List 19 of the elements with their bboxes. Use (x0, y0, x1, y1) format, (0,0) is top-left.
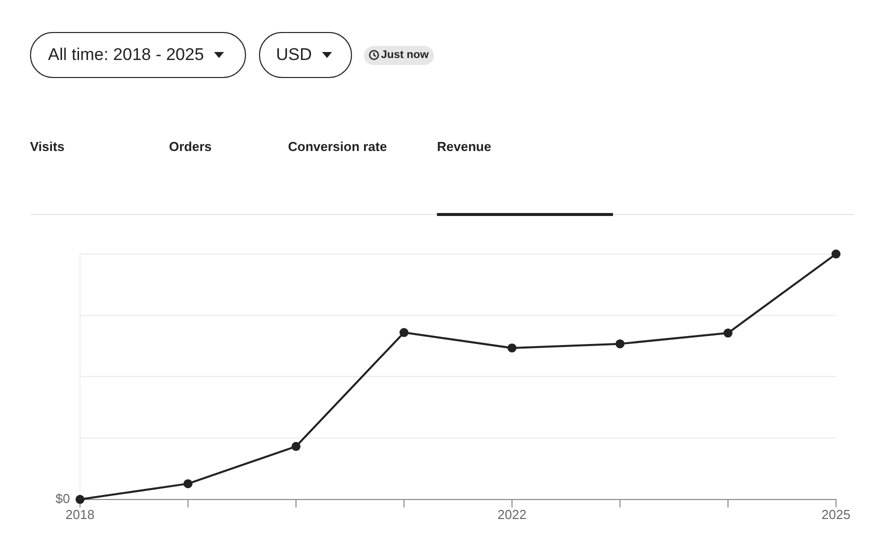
point (292, 442, 300, 451)
text: Just now (381, 48, 429, 63)
point (508, 343, 516, 352)
point (184, 479, 192, 488)
point (400, 328, 408, 338)
metric-tab[interactable]: Visits (30, 139, 64, 154)
metric-tab[interactable]: Orders (169, 139, 212, 154)
metric-tab[interactable]: Conversion rate (288, 139, 387, 154)
point (616, 339, 624, 348)
text: $0 (56, 490, 70, 506)
currency-dropdown[interactable]: USD (259, 32, 352, 78)
x-tick-label: 2025 (822, 506, 850, 522)
x-tick-label: 2022 (498, 506, 526, 522)
point (832, 250, 840, 258)
point (76, 494, 84, 504)
date-range-dropdown[interactable]: All time: 2018 - 2025 (30, 32, 246, 78)
x-tick-label: 2018 (66, 506, 94, 522)
selected-metric-tab[interactable]: Revenue (437, 139, 492, 154)
point (724, 328, 732, 338)
